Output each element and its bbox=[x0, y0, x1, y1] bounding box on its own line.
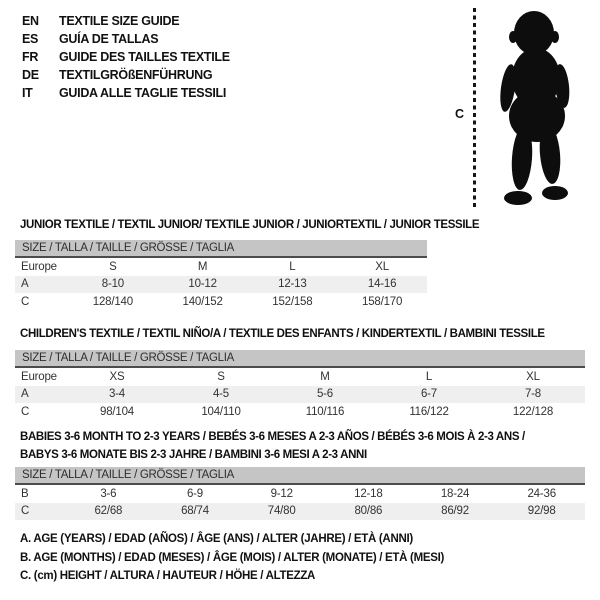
cell: 3-4 bbox=[108, 388, 126, 401]
table-row: A 8-10 10-12 12-13 14-16 bbox=[15, 275, 427, 293]
footnotes: A. AGE (YEARS) / EDAD (AÑOS) / ÂGE (ANS)… bbox=[20, 533, 444, 589]
cell: 12-13 bbox=[278, 278, 307, 291]
height-measure-label: C bbox=[455, 107, 465, 121]
language-row: DE TEXTILGRÖßENFÜHRUNG bbox=[22, 66, 230, 84]
cell: XL bbox=[526, 370, 540, 383]
cell: 110/116 bbox=[305, 405, 345, 418]
cell: 92/98 bbox=[527, 505, 556, 518]
size-header-bar: SIZE / TALLA / TAILLE / GRÖSSE / TAGLIA bbox=[15, 350, 585, 368]
cell: 10-12 bbox=[188, 278, 217, 291]
language-code: DE bbox=[22, 68, 39, 82]
row-label: C bbox=[21, 505, 30, 518]
cell: 116/122 bbox=[409, 405, 449, 418]
title-line: CHILDREN'S TEXTILE / TEXTIL NIÑO/A / TEX… bbox=[20, 328, 545, 340]
cell: XS bbox=[109, 370, 125, 383]
cell: 6-9 bbox=[186, 487, 204, 500]
cell: M bbox=[197, 260, 208, 273]
cell: 9-12 bbox=[270, 487, 293, 500]
cell: 24-36 bbox=[527, 487, 556, 500]
language-label: TEXTILGRÖßENFÜHRUNG bbox=[59, 68, 213, 82]
language-label: TEXTILE SIZE GUIDE bbox=[59, 14, 180, 28]
children-size-table: SIZE / TALLA / TAILLE / GRÖSSE / TAGLIA … bbox=[15, 350, 585, 421]
babies-size-table: SIZE / TALLA / TAILLE / GRÖSSE / TAGLIA … bbox=[15, 467, 585, 520]
cell: 68/74 bbox=[181, 505, 209, 518]
language-label: GUIDE DES TAILLES TEXTILE bbox=[59, 50, 230, 64]
cell: 62/68 bbox=[94, 505, 123, 518]
cell: 8-10 bbox=[101, 278, 124, 291]
title-line: BABYS 3-6 MONATE BIS 2-3 JAHRE / BAMBINI… bbox=[20, 448, 367, 461]
cell: S bbox=[217, 370, 225, 383]
cell: 6-7 bbox=[420, 388, 438, 401]
language-row: IT GUIDA ALLE TAGLIE TESSILI bbox=[22, 84, 230, 102]
language-code: ES bbox=[22, 32, 39, 46]
children-table-title: CHILDREN'S TEXTILE / TEXTIL NIÑO/A / TEX… bbox=[20, 326, 545, 344]
table-row: Europe XS S M L XL bbox=[15, 368, 585, 386]
cell: L bbox=[425, 370, 433, 383]
size-header-bar: SIZE / TALLA / TAILLE / GRÖSSE / TAGLIA bbox=[15, 240, 427, 258]
babies-table-title: BABIES 3-6 MONTH TO 2-3 YEARS / BEBÉS 3-… bbox=[20, 429, 525, 464]
language-code: FR bbox=[22, 50, 39, 64]
table-row: C 128/140 140/152 152/158 158/170 bbox=[15, 293, 427, 311]
table-row: C 98/104 104/110 110/116 116/122 122/128 bbox=[15, 403, 585, 421]
language-code: IT bbox=[22, 86, 33, 100]
footnote-c: C. (cm) HEIGHT / ALTURA / HAUTEUR / HÖHE… bbox=[20, 570, 316, 583]
language-row: FR GUIDE DES TAILLES TEXTILE bbox=[22, 48, 230, 66]
cell: 98/104 bbox=[100, 405, 134, 418]
language-list: EN TEXTILE SIZE GUIDE ES GUÍA DE TALLAS … bbox=[22, 12, 230, 102]
row-label: A bbox=[21, 278, 29, 291]
cell: 122/128 bbox=[512, 405, 554, 418]
cell: 5-6 bbox=[316, 388, 334, 401]
cell: 158/170 bbox=[362, 295, 403, 308]
junior-table-title: JUNIOR TEXTILE / TEXTIL JUNIOR/ TEXTILE … bbox=[20, 217, 480, 235]
cell: 14-16 bbox=[367, 278, 397, 291]
table-row: B 3-6 6-9 9-12 12-18 18-24 24-36 bbox=[15, 485, 585, 503]
cell: 80/86 bbox=[354, 505, 383, 518]
cell: 18-24 bbox=[440, 487, 470, 500]
footnote-a: A. AGE (YEARS) / EDAD (AÑOS) / ÂGE (ANS)… bbox=[20, 533, 413, 545]
height-measure-line bbox=[473, 8, 476, 210]
table-row: Europe S M L XL bbox=[15, 258, 427, 276]
language-label: GUÍA DE TALLAS bbox=[59, 32, 159, 46]
cell: 140/152 bbox=[182, 295, 223, 308]
cell: 104/110 bbox=[201, 405, 241, 418]
cell: M bbox=[320, 370, 330, 383]
footnote-b: B. AGE (MONTHS) / EDAD (MESES) / ÂGE (MO… bbox=[20, 551, 445, 564]
row-label: A bbox=[21, 388, 29, 401]
junior-size-table: SIZE / TALLA / TAILLE / GRÖSSE / TAGLIA … bbox=[15, 240, 427, 311]
row-label: B bbox=[21, 487, 29, 500]
cell: 74/80 bbox=[267, 505, 296, 518]
baby-silhouette-icon bbox=[500, 11, 570, 205]
cell: L bbox=[289, 260, 296, 273]
row-label: C bbox=[21, 405, 30, 418]
language-code: EN bbox=[22, 14, 39, 28]
cell: 152/158 bbox=[272, 295, 313, 308]
row-label: Europe bbox=[21, 260, 57, 273]
cell: 128/140 bbox=[92, 295, 133, 308]
table-row: C 62/68 68/74 74/80 80/86 86/92 92/98 bbox=[15, 502, 585, 520]
cell: 4-5 bbox=[212, 388, 230, 401]
cell: S bbox=[109, 260, 117, 273]
cell: 86/92 bbox=[441, 505, 469, 518]
size-header-bar: SIZE / TALLA / TAILLE / GRÖSSE / TAGLIA bbox=[15, 467, 585, 485]
row-label: Europe bbox=[21, 370, 57, 383]
language-row: EN TEXTILE SIZE GUIDE bbox=[22, 12, 230, 30]
table-row: A 3-4 4-5 5-6 6-7 7-8 bbox=[15, 385, 585, 403]
cell: XL bbox=[375, 260, 389, 273]
language-label: GUIDA ALLE TAGLIE TESSILI bbox=[59, 86, 227, 100]
cell: 12-18 bbox=[354, 487, 383, 500]
cell: 7-8 bbox=[524, 388, 542, 401]
cell: 3-6 bbox=[100, 487, 117, 500]
language-row: ES GUÍA DE TALLAS bbox=[22, 30, 230, 48]
title-line: BABIES 3-6 MONTH TO 2-3 YEARS / BEBÉS 3-… bbox=[20, 431, 525, 443]
row-label: C bbox=[21, 295, 30, 308]
title-line: JUNIOR TEXTILE / TEXTIL JUNIOR/ TEXTILE … bbox=[20, 219, 480, 231]
